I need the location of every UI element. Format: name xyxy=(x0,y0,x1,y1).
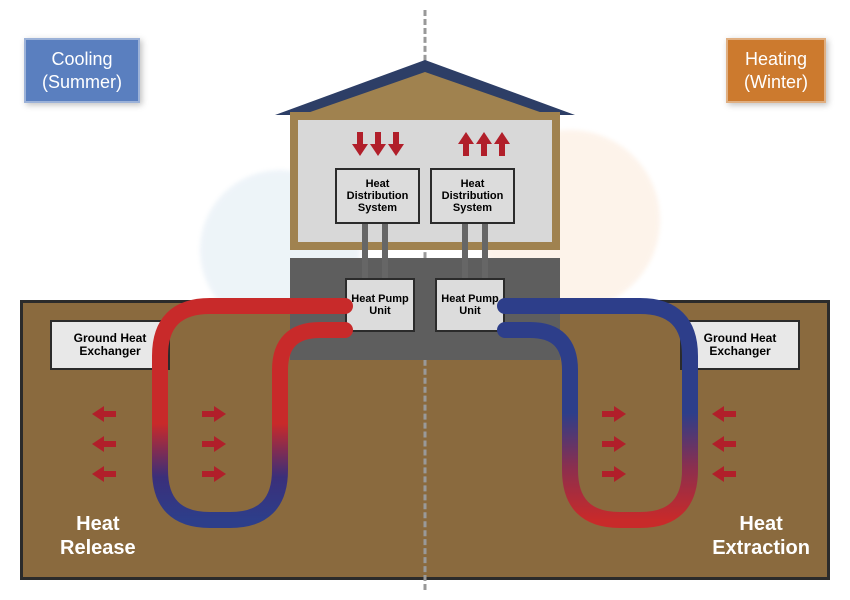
heating-badge: Heating (Winter) xyxy=(726,38,826,103)
hpu-box-left: Heat Pump Unit xyxy=(345,278,415,332)
arrow-house_right-2 xyxy=(488,130,516,158)
heat-extraction-label: Heat Extraction xyxy=(712,512,810,560)
cooling-badge: Cooling (Summer) xyxy=(24,38,140,103)
arrow-ground_left_out-1 xyxy=(90,430,118,458)
pipe-right-1 xyxy=(482,224,488,278)
cooling-l1: Cooling xyxy=(51,49,112,69)
house-walls xyxy=(290,112,560,250)
arrow-ground_right_out-0 xyxy=(710,400,738,428)
arrow-ground_right_out-2 xyxy=(710,460,738,488)
heating-l2: (Winter) xyxy=(744,72,808,92)
pipe-left-1 xyxy=(362,224,368,278)
heat-release-label: Heat Release xyxy=(60,512,136,560)
hpu-box-right: Heat Pump Unit xyxy=(435,278,505,332)
heating-l1: Heating xyxy=(745,49,807,69)
cooling-l2: (Summer) xyxy=(42,72,122,92)
arrow-ground_left_out-0 xyxy=(90,400,118,428)
arrow-house_left-2 xyxy=(382,130,410,158)
arrow-ground_right_in-1 xyxy=(600,430,628,458)
arrow-ground_left_in-1 xyxy=(200,430,228,458)
house-basement xyxy=(290,258,560,360)
pipe-right-2 xyxy=(462,224,468,278)
diagram-canvas: Cooling (Summer) Heating (Winter) Heat D… xyxy=(0,0,850,600)
arrow-ground_right_in-2 xyxy=(600,460,628,488)
hds-box-right: Heat Distribution System xyxy=(430,168,515,224)
ghe-box-left: Ground Heat Exchanger xyxy=(50,320,170,370)
arrow-ground_left_in-2 xyxy=(200,460,228,488)
house xyxy=(275,60,575,360)
hds-box-left: Heat Distribution System xyxy=(335,168,420,224)
arrow-ground_right_out-1 xyxy=(710,430,738,458)
arrow-ground_right_in-0 xyxy=(600,400,628,428)
roof-inner xyxy=(293,72,557,118)
pipe-left-2 xyxy=(382,224,388,278)
ghe-box-right: Ground Heat Exchanger xyxy=(680,320,800,370)
arrow-ground_left_out-2 xyxy=(90,460,118,488)
arrow-ground_left_in-0 xyxy=(200,400,228,428)
